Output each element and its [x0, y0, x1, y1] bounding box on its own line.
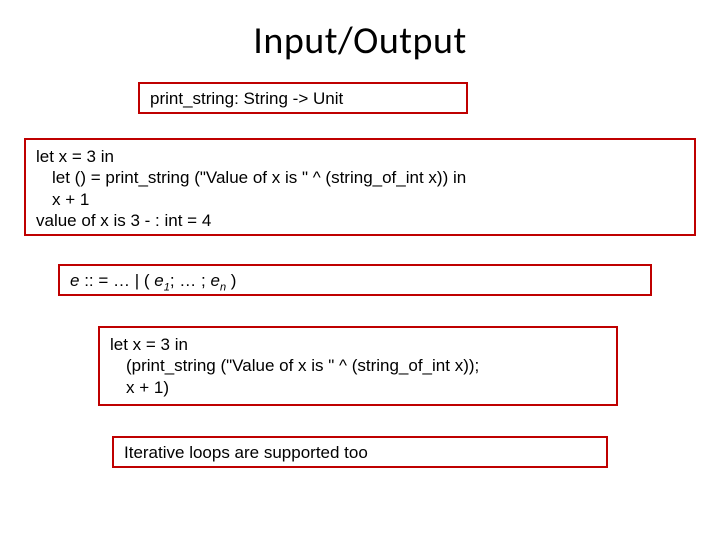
grammar-e1: e — [154, 271, 163, 290]
note-box: Iterative loops are supported too — [112, 436, 608, 468]
code2-line3: x + 1) — [110, 377, 606, 398]
grammar-mid: ; … ; — [170, 271, 211, 290]
signature-text: print_string: String -> Unit — [150, 89, 343, 108]
code1-line2: let () = print_string ("Value of x is " … — [36, 167, 684, 188]
code1-line3: x + 1 — [36, 189, 684, 210]
grammar-close: ) — [226, 271, 236, 290]
code-box-1: let x = 3 in let () = print_string ("Val… — [24, 138, 696, 236]
grammar-box: e :: = … | ( e1; … ; en ) — [58, 264, 652, 296]
code2-line1: let x = 3 in — [110, 334, 606, 355]
note-text: Iterative loops are supported too — [124, 443, 368, 462]
signature-box: print_string: String -> Unit — [138, 82, 468, 114]
grammar-en: e — [210, 271, 219, 290]
slide-title: Input/Output — [0, 0, 720, 74]
grammar-eq: :: = … | ( — [79, 271, 154, 290]
code2-line2: (print_string ("Value of x is " ^ (strin… — [110, 355, 606, 376]
code1-line4: value of x is 3 - : int = 4 — [36, 210, 684, 231]
code-box-2: let x = 3 in (print_string ("Value of x … — [98, 326, 618, 406]
code1-line1: let x = 3 in — [36, 146, 684, 167]
